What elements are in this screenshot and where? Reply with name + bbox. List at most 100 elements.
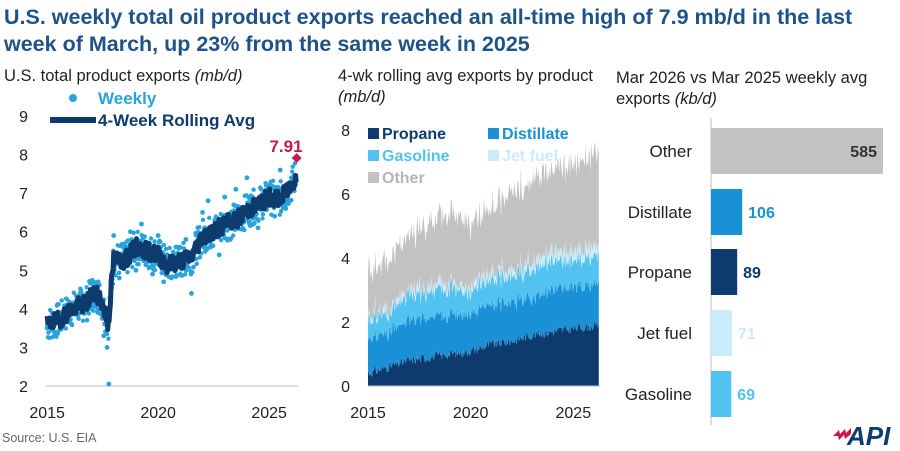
p1-weekly-dot [111,233,117,238]
p3-value-label: 106 [748,205,775,222]
p3-category-label: Distillate [628,203,692,222]
panel1-title-unit: (mb/d) [194,67,243,85]
p1-y-tick: 7 [19,186,28,203]
p3-category-label: Other [649,142,692,161]
panel3-title: Mar 2026 vs Mar 2025 weekly avg exports … [616,68,896,110]
p3-bar-propane [711,249,738,295]
p1-weekly-dot [256,218,261,223]
p1-weekly-dot [86,311,92,316]
p1-weekly-dot [181,240,186,246]
p1-weekly-dot [161,242,167,248]
p1-weekly-dot [270,178,276,184]
p1-weekly-dot [255,225,261,231]
p1-weekly-dot [148,236,154,241]
p1-weekly-dot [190,270,195,275]
p1-weekly-dot [289,197,294,203]
p1-weekly-dot [183,268,189,273]
p3-bar-distillate [711,189,743,235]
logo-stripes [833,428,851,440]
p3-value-label: 89 [743,265,761,282]
p1-y-tick: 6 [19,225,28,242]
p1-weekly-dot [278,209,284,214]
p1-weekly-dot [125,238,131,243]
p1-legend-weekly-marker [69,94,77,102]
p1-weekly-dot [169,275,174,281]
p1-weekly-dot [106,381,112,387]
p1-weekly-dot [152,267,158,273]
p1-weekly-dot [260,216,265,221]
p1-weekly-dot [161,279,167,285]
p1-weekly-dot [59,298,64,303]
p2-x-tick: 2025 [556,405,592,422]
p1-weekly-dot [251,187,256,192]
p2-x-tick: 2015 [350,405,386,422]
p1-weekly-dot [95,279,101,285]
p1-weekly-dot [278,179,283,184]
p1-weekly-dot [155,233,161,238]
p1-weekly-dot [222,194,228,200]
p1-weekly-dot [135,229,140,235]
p1-weekly-dot [290,169,295,174]
p1-weekly-dot [260,211,266,217]
p2-area-gasoline [368,249,599,343]
p1-weekly-dot [258,187,264,192]
p1-legend-rolling: 4-Week Rolling Avg [98,111,255,130]
p1-weekly-dot [84,285,89,290]
p1-weekly-dot [227,237,233,242]
p3-value-label: 585 [850,144,877,161]
p1-weekly-dot [218,237,224,243]
source-note: Source: U.S. EIA [2,431,97,445]
p1-weekly-dot [152,239,157,244]
p1-weekly-dot [290,164,295,169]
p1-weekly-dot [178,244,183,250]
p1-weekly-dot [90,277,95,283]
p1-weekly-dot [101,333,107,339]
p1-highlight-marker [291,153,302,163]
p1-x-tick: 2015 [29,405,65,422]
p1-weekly-dot [80,318,86,323]
p2-legend-marker-distillate [488,128,499,139]
p2-y-tick: 6 [341,187,350,204]
p2-area-other [368,141,599,324]
p1-weekly-dot [173,244,179,250]
p1-weekly-dot [55,331,60,336]
p3-category-label: Gasoline [625,385,692,404]
p2-legend-label: Distillate [502,126,569,143]
p1-weekly-dot [136,262,141,267]
p2-area-propane [368,320,599,386]
p1-weekly-dot [127,229,133,235]
p1-weekly-dot [142,234,148,239]
p1-y-tick: 8 [19,148,28,165]
p2-legend-label: Gasoline [382,148,450,165]
p1-weekly-dot [130,264,135,270]
p1-weekly-dot [46,330,51,335]
p1-weekly-dot [139,221,144,227]
p1-weekly-dot [244,175,250,181]
p1-legend-weekly: Weekly [98,89,157,108]
p2-y-tick: 4 [341,251,350,268]
p1-highlight-label: 7.91 [269,137,302,156]
p1-y-tick: 9 [19,109,28,126]
p1-weekly-dot [50,334,56,340]
p1-weekly-dot [89,306,94,312]
p1-weekly-dot [189,291,194,296]
p1-weekly-dot [56,302,61,307]
p1-weekly-dot [191,264,196,270]
p1-weekly-dot [205,198,211,204]
p1-weekly-dot [242,227,247,233]
p1-weekly-dot [197,255,203,260]
p3-category-label: Jet fuel [637,324,692,343]
p1-weekly-dot [206,215,212,221]
p2-legend-marker-propane [368,128,379,139]
p2-legend-label: Jet fuel [502,148,558,165]
p1-weekly-dot [292,161,298,166]
p1-weekly-dot [216,252,222,258]
p1-weekly-dot [288,175,294,181]
p2-x-tick: 2020 [453,405,489,422]
p2-area-distillate [368,276,599,377]
panel1-title: U.S. total product exports (mb/d) [4,66,242,87]
p1-weekly-dot [230,233,236,238]
p2-y-tick: 2 [341,315,350,332]
p1-weekly-dot [183,237,189,242]
p1-weekly-dot [200,217,206,223]
